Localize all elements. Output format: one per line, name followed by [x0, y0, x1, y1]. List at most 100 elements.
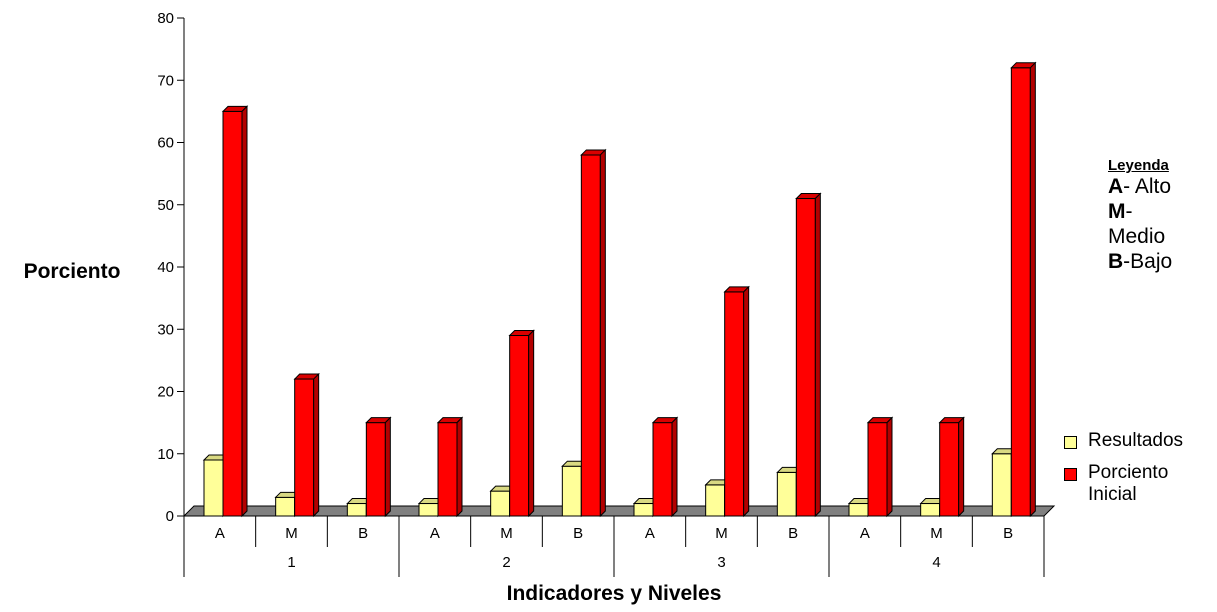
y-tick-label: 60	[157, 135, 174, 152]
y-tick-label: 50	[157, 197, 174, 214]
legend-item-porciento-inicial: Porciento Inicial	[1064, 462, 1198, 506]
legend-key-text: Medio	[1108, 225, 1166, 248]
x-category-label: A	[215, 525, 225, 542]
bar-front	[633, 503, 654, 517]
bar-side	[384, 416, 391, 518]
bar-side	[671, 416, 678, 518]
bar-front	[509, 334, 530, 517]
x-category-label: B	[573, 525, 583, 542]
y-axis: 0 10 20 30 40 50 60 70 80	[157, 10, 185, 525]
bar-front	[920, 503, 941, 517]
bar-side	[814, 192, 821, 518]
legend-key-text: -Bajo	[1123, 250, 1173, 273]
y-axis-title: Porciento	[24, 260, 121, 283]
bar-porciento-inicial	[436, 416, 464, 518]
bar-front	[776, 471, 797, 517]
bar-porciento-inicial	[866, 416, 894, 518]
bar-porciento-inicial	[293, 372, 320, 518]
legend-key-line: M-	[1108, 199, 1208, 224]
bar-front	[652, 422, 673, 517]
series-legend: Resultados Porciento Inicial	[1064, 430, 1198, 516]
legend-key-text: - Alto	[1123, 175, 1172, 198]
bar-porciento-inicial	[365, 416, 392, 518]
bar-front	[939, 422, 960, 517]
bar-side	[456, 416, 463, 518]
bar-front	[222, 110, 243, 517]
legend-label-resultados: Resultados	[1088, 430, 1184, 451]
bar-front	[490, 490, 511, 517]
legend-key-letter: B	[1108, 250, 1124, 273]
x-category-label: B	[788, 525, 798, 542]
bar-front	[275, 496, 296, 517]
bar-front	[724, 291, 745, 517]
bar-front	[346, 503, 367, 517]
legend-key-line: A- Alto	[1108, 174, 1208, 199]
legend-key-line: B-Bajo	[1108, 249, 1208, 274]
bar-front	[705, 484, 726, 517]
x-category-label: M	[285, 525, 298, 542]
x-category-label: A	[430, 525, 440, 542]
bar-side	[599, 148, 606, 518]
bar-front	[418, 503, 439, 517]
y-tick-label: 0	[166, 508, 174, 525]
y-tick-label: 70	[157, 72, 174, 89]
bar-side	[1029, 61, 1036, 518]
legend-key-letter: M	[1108, 200, 1126, 223]
bar-side	[528, 329, 535, 518]
x-axis-title: Indicadores y Niveles	[507, 582, 722, 605]
bar-front	[848, 503, 869, 517]
legend-label-porciento-inicial: Porciento Inicial	[1088, 462, 1169, 505]
x-group-label: 2	[502, 554, 510, 571]
x-category-label: A	[645, 525, 655, 542]
x-category-label: M	[715, 525, 728, 542]
legend-key-text: -	[1125, 200, 1133, 223]
bar-front	[991, 453, 1012, 517]
x-axis-table: A M B A M B A M B A M B 1 2 3 4	[183, 516, 1045, 577]
bar-porciento-inicial	[651, 416, 679, 518]
bar-porciento-inicial	[1010, 61, 1037, 518]
y-tick-label: 80	[157, 10, 174, 27]
x-category-label: M	[500, 525, 513, 542]
legend-key-title: Leyenda	[1108, 157, 1169, 174]
legend-swatch-resultados	[1064, 436, 1077, 449]
bar-resultados	[632, 497, 660, 518]
bars	[202, 61, 1037, 518]
x-group-label: 1	[287, 554, 295, 571]
bar-front	[867, 422, 888, 517]
bar-side	[958, 416, 965, 518]
bar-porciento-inicial	[795, 192, 822, 518]
x-category-label: A	[860, 525, 870, 542]
bar-front	[437, 422, 458, 517]
legend-key-line: Medio	[1108, 224, 1208, 249]
x-group-label: 4	[932, 554, 940, 571]
bar-side	[743, 285, 750, 518]
legend-swatch-porciento-inicial	[1064, 468, 1077, 481]
legend-item-resultados: Resultados	[1064, 430, 1198, 452]
x-category-label: M	[930, 525, 943, 542]
bar-porciento-inicial	[938, 416, 965, 518]
bar-front	[1010, 67, 1031, 517]
bar-front	[795, 198, 816, 517]
x-group-label: 3	[717, 554, 725, 571]
bar-front	[365, 422, 386, 517]
bar-porciento-inicial	[580, 148, 607, 518]
x-category-label: B	[1003, 525, 1013, 542]
bar-porciento-inicial	[221, 105, 249, 518]
y-tick-label: 30	[157, 321, 174, 338]
bar-side	[241, 105, 248, 518]
bar-front	[561, 465, 582, 517]
legend-key-box: Leyenda A- Alto M- Medio B-Bajo	[1108, 157, 1208, 274]
bar-front	[580, 154, 601, 517]
bar-side	[886, 416, 893, 518]
legend-key-letter: A	[1108, 175, 1124, 198]
x-category-label: B	[358, 525, 368, 542]
bar-porciento-inicial	[508, 329, 535, 518]
y-tick-label: 20	[157, 384, 174, 401]
bar-front	[294, 378, 315, 517]
y-tick-label: 40	[157, 259, 174, 276]
bar-front	[203, 459, 224, 517]
bar-side	[313, 372, 320, 518]
bar-porciento-inicial	[723, 285, 750, 518]
y-tick-label: 10	[157, 446, 174, 463]
